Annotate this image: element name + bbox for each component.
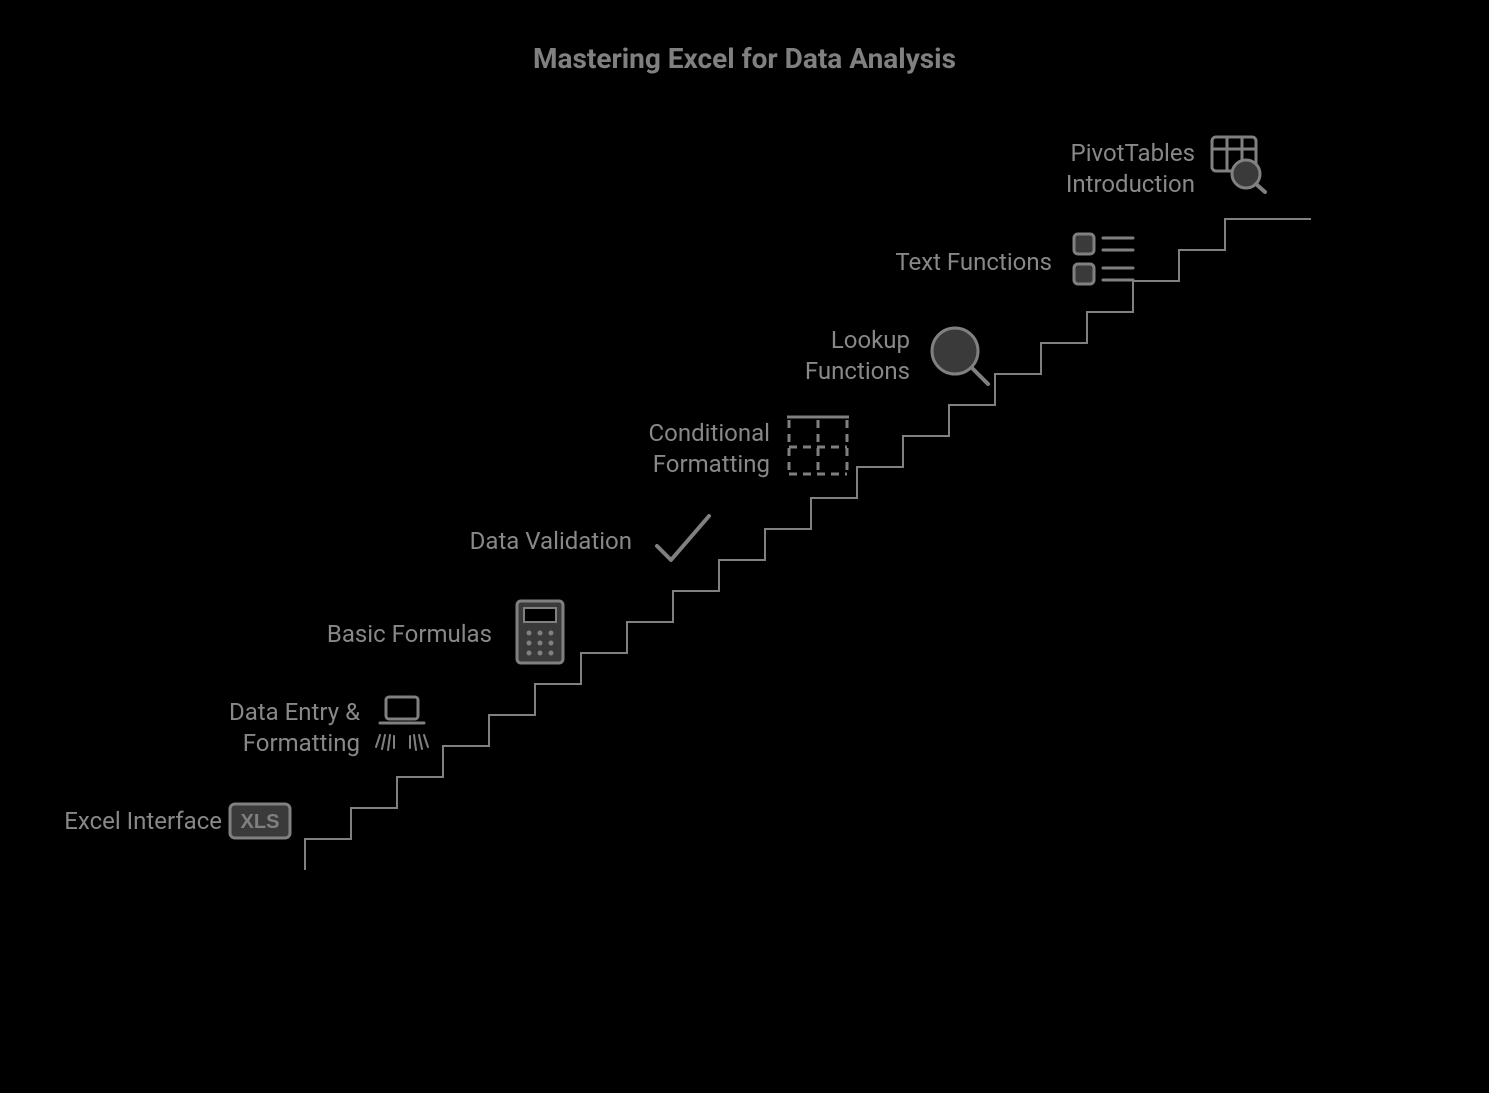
step-label-data-validation: Data Validation xyxy=(400,526,632,557)
calculator-icon xyxy=(515,599,565,669)
magnifier-icon xyxy=(928,324,992,392)
step-label-text-1: Lookup xyxy=(831,326,910,354)
grid-dashed-icon xyxy=(785,414,851,482)
step-label-text-2: Formatting xyxy=(653,450,770,478)
step-label-text: Basic Formulas xyxy=(327,620,492,648)
step-label-lookup-functions: Lookup Functions xyxy=(695,325,910,387)
pivot-magnifier-icon xyxy=(1209,134,1267,198)
step-label-text-1: PivotTables xyxy=(1071,139,1195,167)
xls-icon: XLS xyxy=(228,802,292,844)
step-label-text: Text Functions xyxy=(895,248,1052,276)
step-label-text-2: Introduction xyxy=(1066,170,1195,198)
step-label-text-2: Functions xyxy=(805,357,910,385)
step-label-data-entry: Data Entry & Formatting xyxy=(150,697,360,759)
step-label-text: Data Validation xyxy=(470,527,632,555)
list-squares-icon xyxy=(1071,230,1137,292)
step-label-text-1: Conditional xyxy=(649,419,770,447)
step-label-text-functions: Text Functions xyxy=(820,247,1052,278)
step-label-text: Excel Interface xyxy=(64,807,222,835)
step-label-pivottables: PivotTables Introduction xyxy=(980,138,1195,200)
step-label-basic-formulas: Basic Formulas xyxy=(280,619,492,650)
svg-text:XLS: XLS xyxy=(241,811,280,833)
checkmark-icon xyxy=(651,510,715,572)
step-label-text-2: Formatting xyxy=(243,729,360,757)
step-label-excel-interface: Excel Interface xyxy=(0,806,222,837)
step-label-text-1: Data Entry & xyxy=(229,698,360,726)
laptop-hands-icon xyxy=(372,693,432,759)
step-label-conditional-formatting: Conditional Formatting xyxy=(560,418,770,480)
